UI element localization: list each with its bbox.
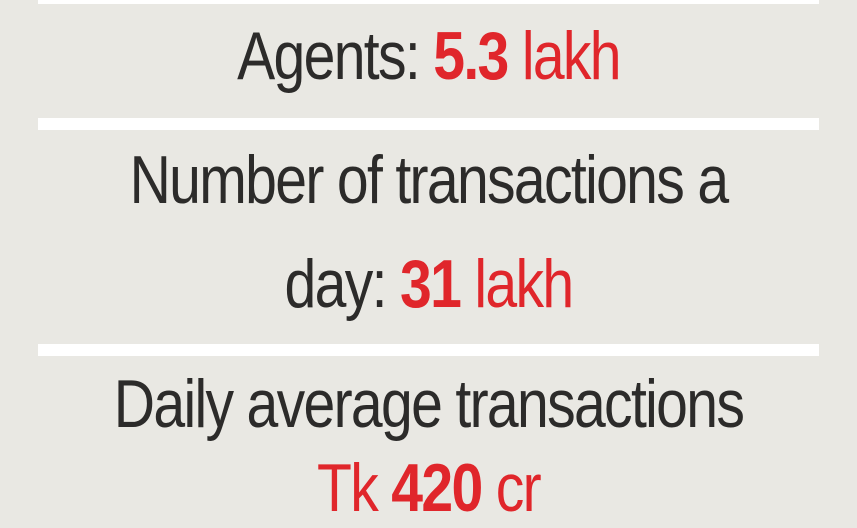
divider-2 [38,344,819,356]
stat-transactions-label-cont: day: [284,246,388,322]
stat-transactions-label: Number of transactions a [129,142,729,218]
stat-daily-average-label-line1: Daily average transactions [69,364,789,444]
stat-transactions-unit: lakh [474,246,574,322]
divider-1 [38,118,819,130]
stat-daily-average-line2: Tk 420 cr [69,448,789,528]
stat-daily-average-value: 420 [391,450,483,526]
stat-agents: Agents: 5.3 lakh [69,16,789,96]
stat-transactions-line2: day: 31 lakh [69,244,789,324]
stat-agents-label: Agents: [237,18,421,94]
stat-daily-average-prefix: Tk [316,450,379,526]
stat-transactions-value: 31 [399,246,462,322]
stat-transactions-label-line1: Number of transactions a [69,140,789,220]
stat-daily-average-unit: cr [495,450,542,526]
stat-agents-value: 5.3 [433,18,509,94]
stat-daily-average-label: Daily average transactions [113,366,745,442]
stat-agents-unit: lakh [521,18,622,94]
top-divider [38,0,819,4]
